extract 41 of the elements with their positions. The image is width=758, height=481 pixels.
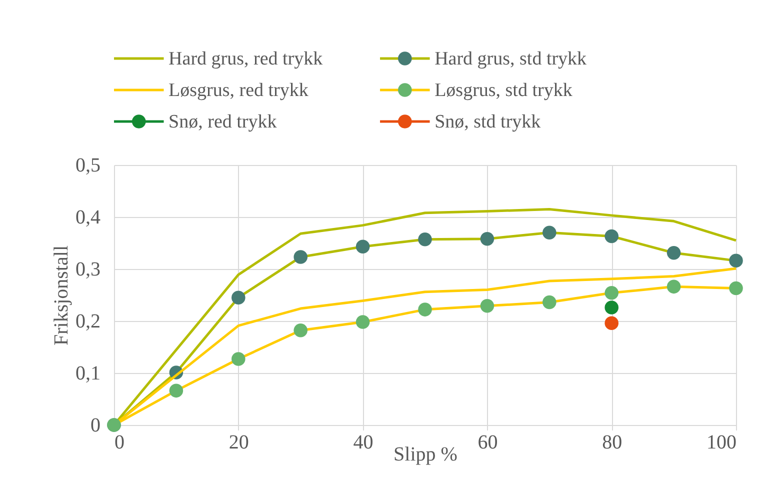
point bbox=[418, 302, 432, 316]
point bbox=[480, 299, 494, 313]
point bbox=[604, 229, 618, 244]
point bbox=[169, 384, 184, 398]
point bbox=[604, 300, 618, 314]
legend-label: Hard grus, std trykk bbox=[434, 48, 588, 70]
legend-label: Løsgrus, red trykk bbox=[168, 80, 309, 101]
y-tick-label: 0,2 bbox=[76, 310, 100, 332]
y-tick-label: 0,5 bbox=[76, 154, 100, 176]
x-axis-title: Slipp % bbox=[394, 444, 458, 466]
x-tick-label: 0 bbox=[114, 432, 124, 454]
point bbox=[604, 286, 618, 300]
point bbox=[356, 240, 370, 254]
point bbox=[729, 254, 743, 268]
point bbox=[356, 315, 370, 329]
point bbox=[294, 250, 308, 264]
point bbox=[729, 281, 743, 296]
y-axis-title: Friksjonstall bbox=[50, 245, 72, 346]
point bbox=[232, 290, 246, 304]
y-tick-label: 0 bbox=[90, 414, 100, 436]
point bbox=[666, 246, 681, 260]
x-tick-label: 20 bbox=[228, 432, 249, 454]
point bbox=[542, 226, 556, 240]
point bbox=[666, 280, 681, 294]
point bbox=[232, 352, 246, 366]
x-tick-label: 100 bbox=[706, 432, 736, 454]
point bbox=[480, 232, 494, 246]
point bbox=[294, 323, 308, 338]
x-tick-label: 60 bbox=[478, 432, 498, 454]
y-tick-label: 0,1 bbox=[76, 362, 100, 384]
legend-label: Hard grus, red trykk bbox=[168, 48, 324, 70]
y-tick-label: 0,4 bbox=[76, 206, 100, 228]
legend-label: Løsgrus, std trykk bbox=[434, 80, 573, 101]
x-tick-label: 80 bbox=[602, 432, 622, 454]
point bbox=[542, 295, 556, 310]
point bbox=[604, 316, 618, 330]
legend-label: Snø, std trykk bbox=[434, 112, 542, 132]
point bbox=[418, 232, 432, 246]
x-tick-label: 40 bbox=[353, 432, 374, 454]
legend-label: Snø, red trykk bbox=[168, 112, 278, 132]
y-tick-label: 0,3 bbox=[76, 258, 100, 280]
